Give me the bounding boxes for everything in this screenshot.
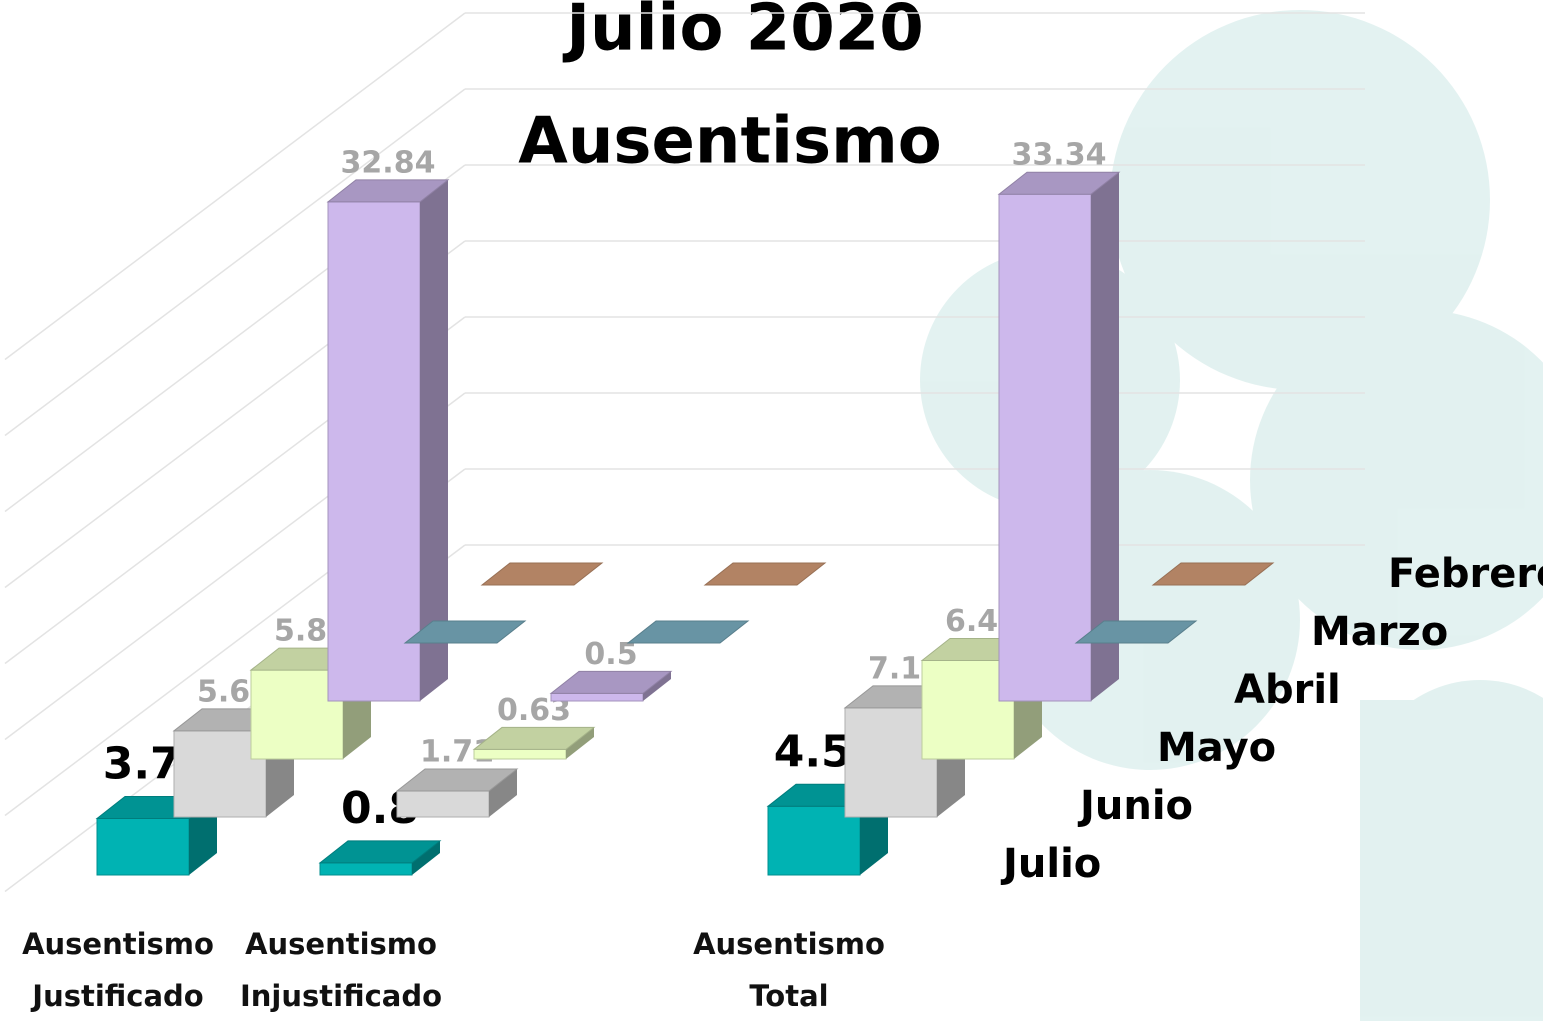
x-tick-label: Ausentismo Total	[693, 927, 885, 1013]
bar-side	[489, 769, 517, 817]
bar-top	[997, 171, 1121, 195]
bar-front	[767, 805, 861, 876]
legend-label: Junio	[1077, 783, 1193, 829]
bar	[626, 620, 750, 644]
data-label: 33.34	[1012, 138, 1107, 173]
bar-front	[550, 692, 644, 702]
bar-side	[643, 671, 671, 701]
bar-front	[473, 748, 567, 760]
chart-subtitle: Ausentismo	[518, 105, 941, 179]
grid-line	[4, 12, 466, 361]
bar	[1074, 620, 1198, 644]
bar	[997, 171, 1121, 702]
bar	[703, 562, 827, 586]
bar-top	[326, 179, 450, 203]
bar	[549, 670, 673, 702]
chart-title: Julio 2020	[562, 0, 924, 66]
grid-line	[4, 88, 466, 437]
bar	[403, 620, 527, 644]
bar-front	[327, 201, 421, 702]
bar-side	[412, 840, 440, 875]
legend-label: Mayo	[1157, 725, 1276, 771]
bar	[318, 840, 442, 876]
bar-top	[395, 768, 519, 792]
x-tick-label: Ausentismo Injustificado	[239, 927, 443, 1013]
bar-front	[319, 862, 413, 876]
bar-top	[703, 562, 827, 586]
bar-front	[998, 193, 1092, 702]
bar-top	[472, 726, 596, 750]
bar	[472, 726, 596, 760]
bar-top	[1151, 562, 1275, 586]
bar-top	[1074, 620, 1198, 644]
bar-top	[318, 840, 442, 864]
legend-label: Febrero	[1388, 551, 1543, 597]
legend-label: Julio	[1000, 841, 1101, 887]
bar	[395, 768, 519, 818]
bar-side	[566, 727, 594, 759]
bar-top	[626, 620, 750, 644]
legend-label: Marzo	[1311, 609, 1448, 655]
legend-label: Abril	[1234, 667, 1341, 713]
bar-side	[420, 179, 448, 701]
bar	[326, 179, 450, 702]
bar	[1151, 562, 1275, 586]
data-label: 32.84	[341, 145, 436, 180]
bar-front	[96, 817, 190, 876]
bar-side	[1091, 172, 1119, 701]
bar-front	[396, 790, 490, 818]
bar-top	[480, 562, 604, 586]
x-tick-label: Ausentismo Justificado	[22, 927, 214, 1013]
bar	[480, 562, 604, 586]
bar-top	[549, 670, 673, 694]
bar-top	[403, 620, 527, 644]
